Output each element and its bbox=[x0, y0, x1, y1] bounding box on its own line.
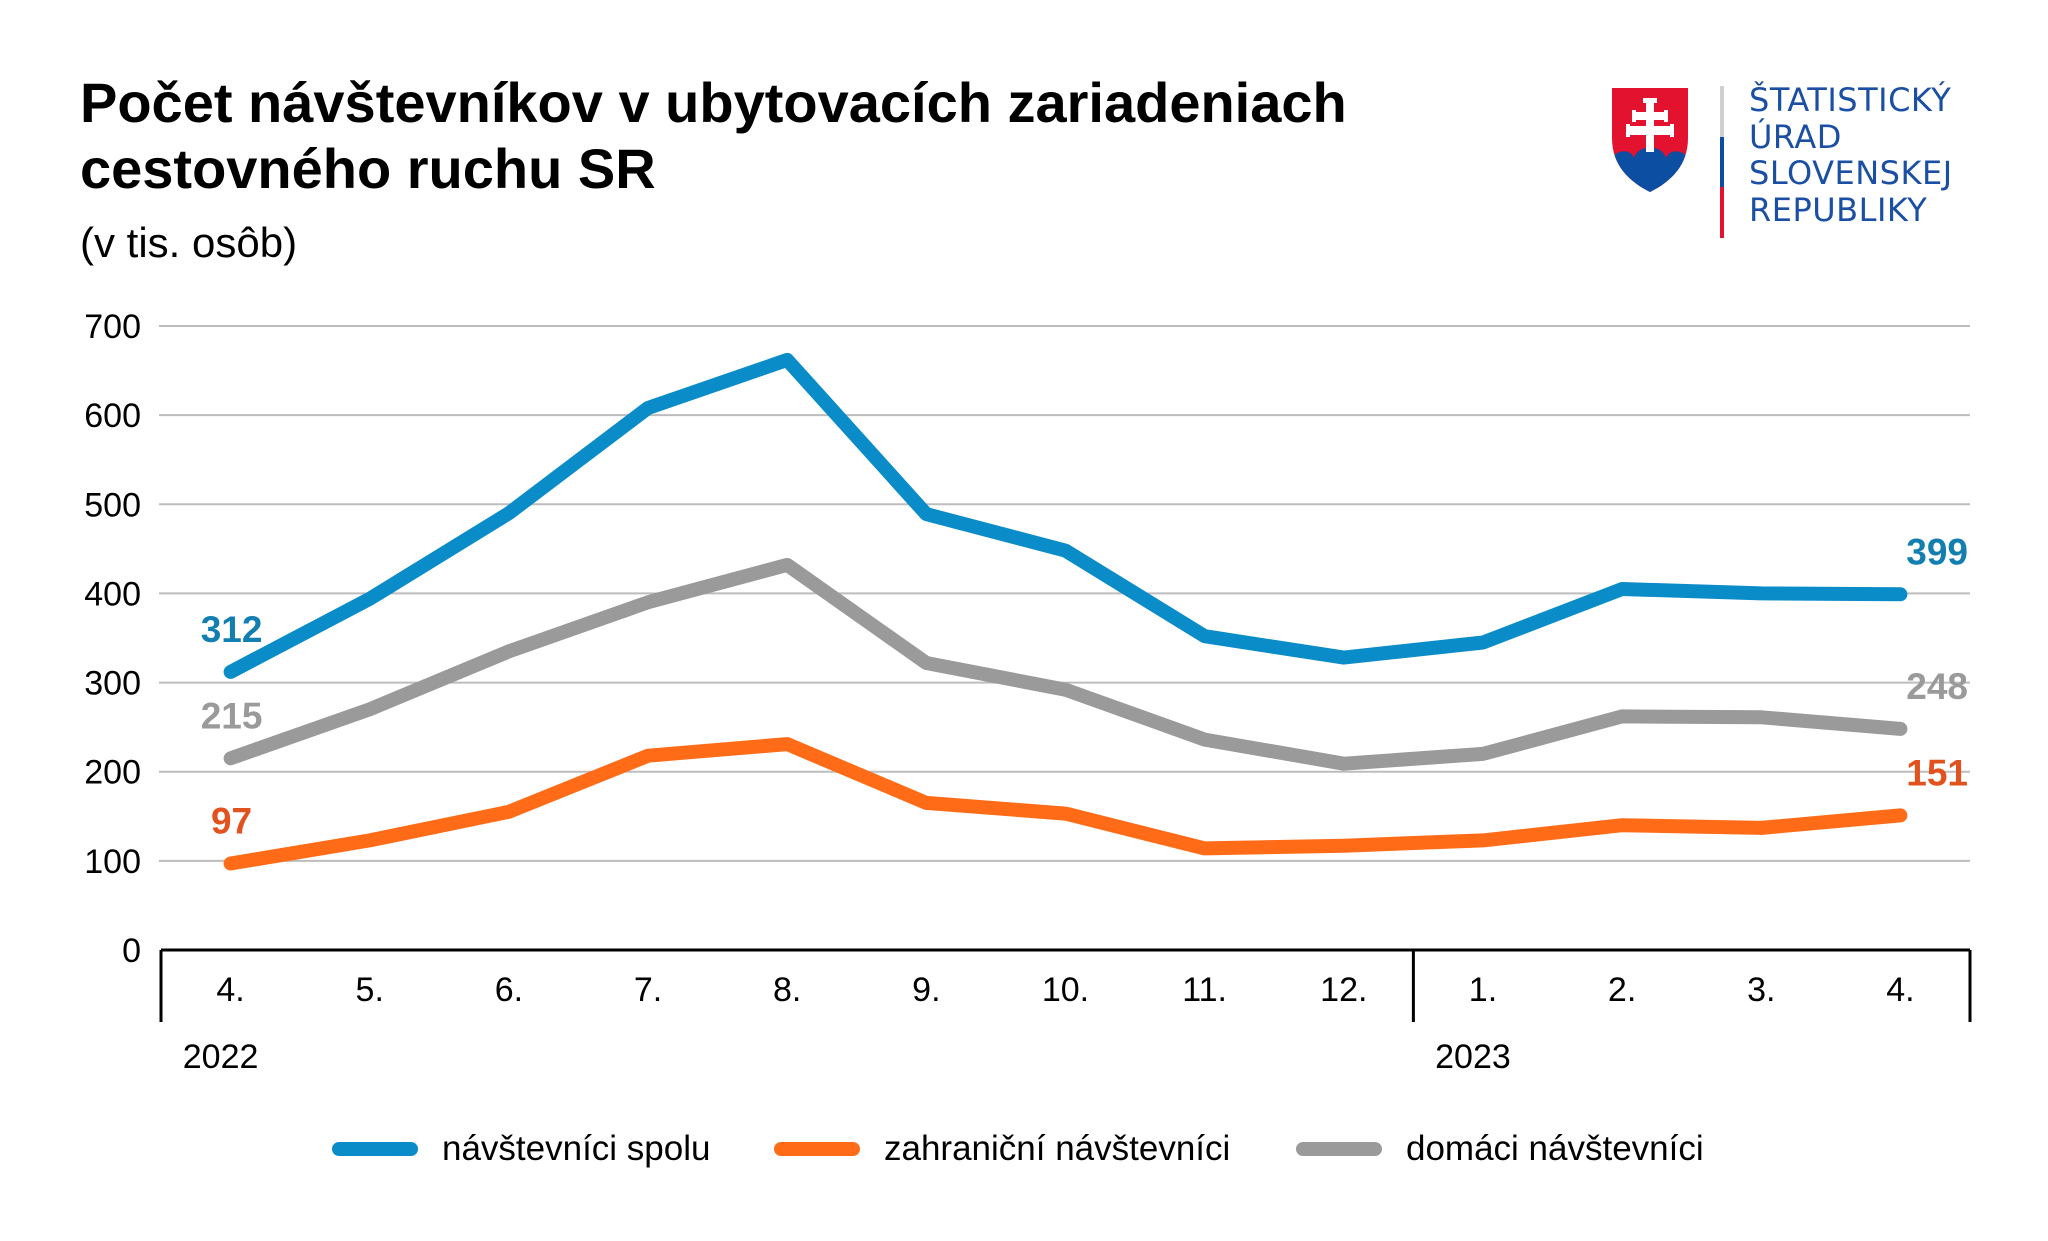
x-tick-label: 5. bbox=[356, 971, 384, 1009]
legend-swatch-total bbox=[332, 1142, 418, 1156]
y-tick-label: 600 bbox=[84, 397, 141, 435]
logo-divider bbox=[1720, 86, 1724, 239]
x-tick-label: 2. bbox=[1608, 971, 1636, 1009]
x-tick-label: 11. bbox=[1182, 971, 1227, 1009]
logo-text: ŠTATISTICKÝ ÚRAD SLOVENSKEJ REPUBLIKY bbox=[1749, 82, 1953, 228]
y-tick-label: 500 bbox=[84, 486, 141, 524]
statistical-office-logo bbox=[1608, 84, 1988, 240]
x-tick-label: 8. bbox=[773, 971, 801, 1009]
legend-item-total[interactable]: návštevníci spolu bbox=[332, 1124, 710, 1174]
x-tick-label: 10. bbox=[1042, 971, 1089, 1009]
legend-swatch-foreign bbox=[774, 1142, 860, 1156]
y-tick-label: 100 bbox=[84, 843, 141, 881]
legend-item-domestic[interactable]: domáci návštevníci bbox=[1296, 1124, 1704, 1174]
series-line-foreign bbox=[223, 737, 1908, 871]
x-tick-label: 6. bbox=[495, 971, 523, 1009]
data-label: 399 bbox=[1906, 531, 1968, 572]
series-line-total bbox=[223, 352, 1908, 679]
year-label: 2023 bbox=[1435, 1038, 1511, 1076]
legend-label: návštevníci spolu bbox=[442, 1129, 711, 1168]
y-tick-label: 200 bbox=[84, 754, 141, 792]
x-axis bbox=[159, 948, 1972, 1022]
data-label: 97 bbox=[211, 801, 252, 842]
chart-title: Počet návštevníkov v ubytovacích zariade… bbox=[80, 70, 1347, 202]
x-tick-label: 1. bbox=[1469, 971, 1497, 1009]
data-label: 215 bbox=[201, 695, 263, 736]
y-tick-label: 700 bbox=[84, 308, 141, 346]
logo-text-line: SLOVENSKEJ bbox=[1749, 154, 1953, 192]
series-lines bbox=[223, 352, 1908, 871]
data-label: 151 bbox=[1906, 752, 1968, 793]
logo-text-line: ÚRAD bbox=[1749, 117, 1842, 156]
legend-item-foreign[interactable]: zahraniční návštevníci bbox=[774, 1124, 1230, 1174]
x-tick-label: 4. bbox=[216, 971, 244, 1009]
year-labels: 2022 2023 bbox=[183, 1038, 1511, 1076]
x-tick-label: 3. bbox=[1747, 971, 1775, 1009]
logo-text-line: ŠTATISTICKÝ bbox=[1749, 81, 1952, 119]
x-tick-label: 4. bbox=[1886, 971, 1914, 1009]
y-axis-tick-labels: 0 100 200 300 400 500 600 700 bbox=[84, 308, 141, 970]
x-tick-label: 7. bbox=[634, 971, 662, 1009]
chart-title-line-1: Počet návštevníkov v ubytovacích zariade… bbox=[80, 71, 1347, 134]
legend-swatch-domestic bbox=[1296, 1142, 1382, 1156]
x-tick-label: 9. bbox=[912, 971, 940, 1009]
y-tick-label: 300 bbox=[84, 665, 141, 703]
chart-title-line-2: cestovného ruchu SR bbox=[80, 137, 656, 200]
legend-label: zahraniční návštevníci bbox=[884, 1129, 1231, 1168]
data-label: 312 bbox=[201, 609, 263, 650]
slovak-coat-of-arms-icon bbox=[1612, 88, 1688, 192]
x-tick-label: 12. bbox=[1320, 971, 1367, 1009]
legend-label: domáci návštevníci bbox=[1406, 1129, 1704, 1168]
y-tick-label: 400 bbox=[84, 575, 141, 613]
logo-text-line: REPUBLIKY bbox=[1749, 190, 1928, 229]
data-label: 248 bbox=[1906, 666, 1968, 707]
data-labels: 312 399 97 151 215 248 bbox=[201, 531, 1968, 841]
year-label: 2022 bbox=[183, 1038, 259, 1076]
y-tick-label: 0 bbox=[122, 932, 141, 970]
x-axis-tick-labels: 4. 5. 6. 7. 8. 9. 10. 11. 12. 1. 2. 3. 4. bbox=[216, 971, 1914, 1009]
legend: návštevníci spolu zahraniční návštevníci… bbox=[0, 1124, 2048, 1174]
chart-subtitle: (v tis. osôb) bbox=[80, 219, 298, 266]
series-line-domestic bbox=[223, 557, 1908, 771]
